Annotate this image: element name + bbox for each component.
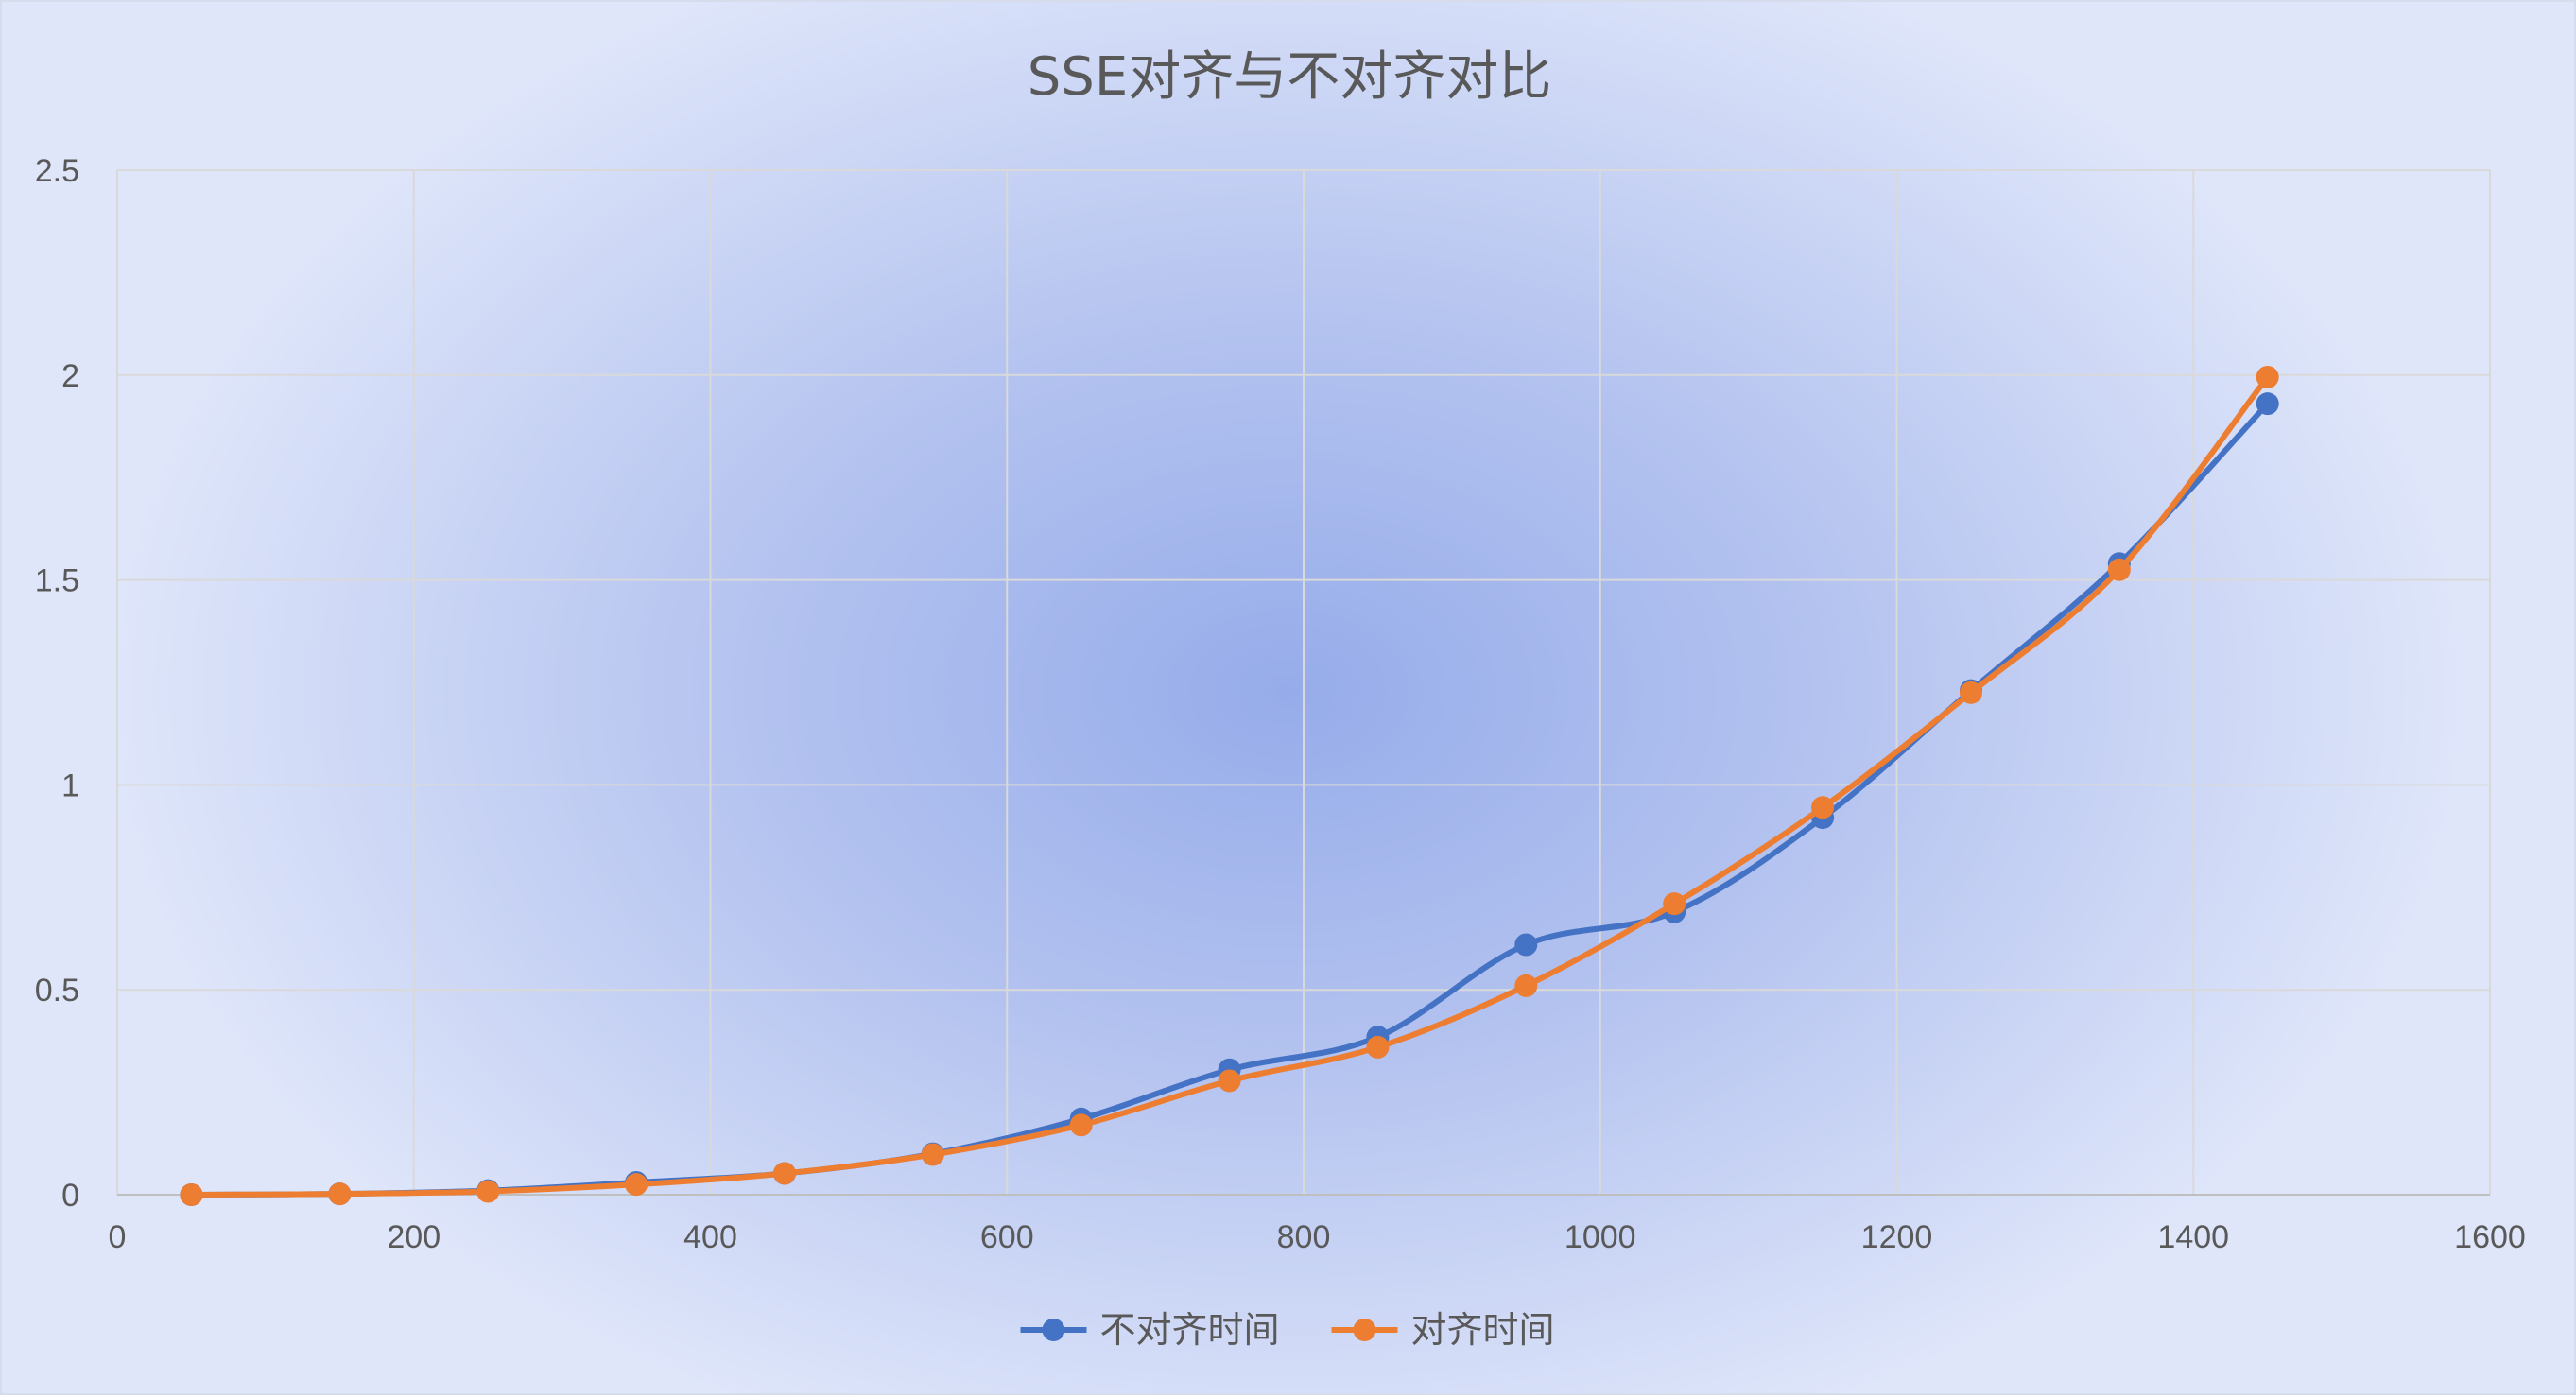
x-tick-label: 600 [980,1219,1034,1255]
legend-item: 不对齐时间 [1020,1309,1280,1351]
data-point [476,1180,500,1203]
x-tick-label: 200 [387,1219,441,1255]
data-point [921,1143,944,1166]
y-tick-label: 0.5 [35,973,79,1009]
data-point [1663,892,1686,916]
data-point [1811,796,1835,819]
legend-label: 对齐时间 [1411,1309,1555,1351]
chart-title: SSE对齐与不对齐对比 [1028,46,1551,108]
x-tick-label: 400 [683,1219,737,1255]
data-point [1069,1113,1093,1137]
axes: 0 200 400 600 800 1000 1200 1400 1600 0 0.5 1 1.5 2 2.… [35,153,2526,1255]
series-group [180,365,2279,1206]
x-tick-label: 1600 [2454,1219,2526,1255]
y-tick-label: 0 [61,1178,79,1214]
data-point [328,1182,352,1206]
legend-label: 不对齐时间 [1100,1309,1280,1351]
grid-lines [116,169,2491,1195]
data-point [625,1173,648,1197]
y-tick-label: 1 [61,767,79,803]
x-tick-label: 1000 [1565,1219,1636,1255]
data-point [2256,392,2279,416]
legend-marker [1353,1319,1376,1341]
x-tick-label: 0 [109,1219,127,1255]
y-tick-label: 1.5 [35,563,79,599]
data-point [180,1183,203,1206]
data-point [1218,1069,1241,1093]
data-point [1959,681,1982,704]
data-point [2256,365,2279,388]
x-tick-label: 800 [1277,1219,1331,1255]
x-tick-label: 1200 [1861,1219,1933,1255]
legend-marker [1042,1319,1065,1341]
series-2 [180,365,2279,1206]
data-point [772,1162,796,1185]
y-tick-label: 2 [61,358,79,394]
y-tick-label: 2.5 [35,153,79,189]
legend: 不对齐时间 对齐时间 [1020,1309,1555,1351]
data-point [1366,1035,1390,1059]
data-point [1514,974,1538,997]
legend-item: 对齐时间 [1331,1309,1555,1351]
x-tick-label: 1400 [2157,1219,2229,1255]
data-point [2107,558,2131,581]
data-point [1514,933,1538,957]
